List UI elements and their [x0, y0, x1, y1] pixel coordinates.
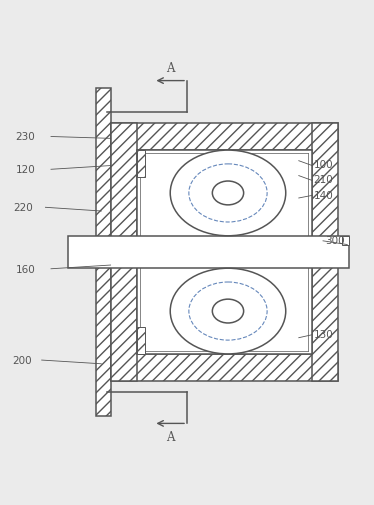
Text: 140: 140: [314, 191, 334, 201]
Text: 100: 100: [314, 160, 333, 170]
Bar: [137, 150, 145, 178]
Text: A: A: [166, 62, 175, 75]
Bar: [96, 89, 111, 416]
Text: 200: 200: [12, 356, 31, 365]
Bar: [137, 327, 145, 355]
Ellipse shape: [212, 182, 243, 206]
Text: 210: 210: [314, 175, 334, 185]
Bar: [68, 237, 349, 268]
Bar: [111, 124, 338, 150]
Ellipse shape: [170, 151, 286, 236]
Ellipse shape: [170, 269, 286, 354]
Text: 230: 230: [16, 132, 36, 142]
Bar: [312, 124, 338, 381]
Bar: [342, 237, 349, 245]
Bar: [111, 355, 338, 381]
Text: A: A: [166, 430, 175, 443]
Text: 300: 300: [325, 236, 344, 245]
Bar: [111, 124, 137, 381]
Text: 130: 130: [314, 329, 334, 339]
Text: 220: 220: [14, 203, 34, 213]
Text: 120: 120: [16, 165, 36, 175]
Bar: [137, 150, 312, 355]
Ellipse shape: [212, 299, 243, 323]
Text: 160: 160: [16, 264, 36, 274]
